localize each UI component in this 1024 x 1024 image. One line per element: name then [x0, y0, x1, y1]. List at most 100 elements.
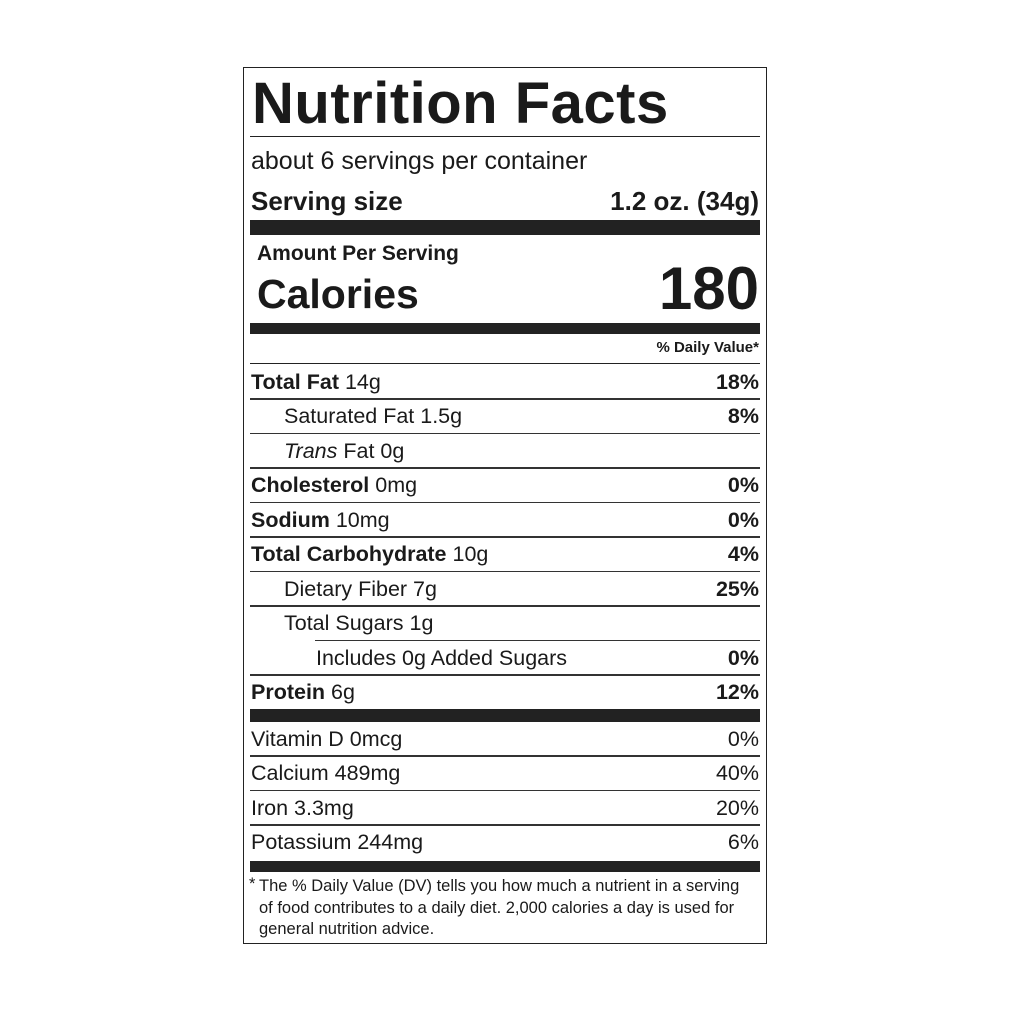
footnote-star: * — [249, 875, 256, 893]
divider-thick — [250, 220, 760, 235]
nutrient-row: Trans Fat 0g — [250, 434, 760, 469]
nutrient-row: Total Fat 14g 18% — [250, 365, 760, 400]
nutrient-name: Protein 6g — [250, 680, 355, 705]
vitamin-label: Potassium — [251, 830, 352, 855]
nutrient-daily-value: 0% — [727, 507, 759, 532]
nutrient-name: Saturated Fat 1.5g — [250, 404, 462, 429]
nutrient-label: Includes 0g Added Sugars — [316, 645, 568, 670]
nutrient-amount: 6g — [325, 680, 355, 705]
nutrient-name: Total Sugars 1g — [250, 611, 433, 636]
divider-thick — [250, 861, 760, 872]
vitamin-name: Potassium 244mg — [250, 830, 423, 855]
nutrient-label-italic: Trans — [284, 438, 338, 463]
nutrient-name: Includes 0g Added Sugars — [250, 646, 567, 671]
nutrient-name: Cholesterol 0mg — [250, 473, 417, 498]
nutrient-row: Total Carbohydrate 10g 4% — [250, 538, 760, 572]
nutrient-name: Total Carbohydrate 10g — [250, 542, 488, 567]
row-divider — [315, 639, 760, 641]
nutrient-label: Total Fat — [251, 369, 339, 394]
nutrient-amount: 0g — [374, 438, 405, 463]
nutrient-label: Total Sugars — [284, 611, 404, 636]
nutrient-name: Sodium 10mg — [250, 508, 390, 533]
nutrient-name: Total Fat 14g — [250, 370, 381, 395]
nutrient-name: Trans Fat 0g — [250, 439, 404, 464]
nutrient-label: Saturated Fat — [284, 404, 415, 429]
footnote-text: The % Daily Value (DV) tells you how muc… — [259, 877, 740, 938]
calories-label: Calories — [257, 271, 419, 317]
vitamin-daily-value: 20% — [715, 795, 759, 820]
calories-value: 180 — [658, 255, 759, 322]
row-divider — [250, 674, 760, 676]
serving-size-label: Serving size — [251, 186, 403, 216]
nutrient-row: Includes 0g Added Sugars 0% — [250, 641, 760, 676]
vitamin-row: Calcium 489mg 40% — [250, 757, 760, 791]
nutrient-amount: 7g — [407, 576, 437, 601]
vitamin-label: Vitamin D — [251, 726, 344, 751]
nutrient-row: Dietary Fiber 7g 25% — [250, 572, 760, 607]
vitamin-name: Calcium 489mg — [250, 761, 400, 786]
row-divider — [250, 501, 760, 503]
nutrient-daily-value: 25% — [715, 576, 759, 601]
nutrient-daily-value: 0% — [727, 645, 759, 670]
nutrient-row: Sodium 10mg 0% — [250, 503, 760, 538]
nutrient-label: Total Carbohydrate — [251, 542, 447, 567]
vitamin-name: Vitamin D 0mcg — [250, 727, 402, 752]
daily-value-header: % Daily Value* — [656, 339, 759, 356]
nutrient-row: Protein 6g 12% — [250, 676, 760, 711]
nutrient-label: Sodium — [251, 507, 330, 532]
vitamin-amount: 0mcg — [343, 726, 403, 751]
label-title: Nutrition Facts — [252, 71, 669, 136]
nutrient-daily-value: 18% — [715, 369, 759, 394]
nutrient-amount: 1g — [403, 611, 434, 636]
divider-thin — [250, 136, 760, 138]
row-divider — [250, 432, 760, 434]
row-divider — [250, 570, 760, 572]
row-divider — [250, 398, 760, 400]
nutrition-facts-label: Nutrition Facts about 6 servings per con… — [243, 67, 767, 944]
nutrient-daily-value: 4% — [727, 542, 759, 567]
nutrient-label: Dietary Fiber — [284, 576, 408, 601]
divider-thick — [250, 709, 760, 722]
vitamin-amount: 489mg — [328, 761, 401, 786]
divider-thick — [250, 323, 760, 334]
serving-size-row: Serving size 1.2 oz. (34g) — [251, 186, 759, 216]
row-divider — [250, 755, 760, 757]
vitamin-label: Calcium — [251, 761, 329, 786]
serving-size-value: 1.2 oz. (34g) — [610, 186, 759, 216]
nutrient-label: Protein — [251, 680, 326, 705]
nutrient-label: Cholesterol — [251, 473, 370, 498]
divider-thin — [250, 363, 760, 365]
vitamin-daily-value: 0% — [727, 726, 759, 751]
footnote: * The % Daily Value (DV) tells you how m… — [249, 875, 756, 941]
vitamin-amount: 3.3mg — [288, 795, 354, 820]
nutrient-row: Cholesterol 0mg 0% — [250, 469, 760, 503]
servings-per-container: about 6 servings per container — [251, 147, 588, 175]
vitamin-amount: 244mg — [351, 830, 424, 855]
vitamin-daily-value: 40% — [715, 761, 759, 786]
nutrient-row: Total Sugars 1g — [250, 607, 760, 641]
nutrient-amount: 10g — [446, 542, 489, 567]
nutrient-row: Saturated Fat 1.5g 8% — [250, 400, 760, 434]
nutrient-name: Dietary Fiber 7g — [250, 577, 437, 602]
amount-per-serving: Amount Per Serving — [257, 242, 459, 265]
row-divider — [250, 467, 760, 469]
calories-row: Calories 180 — [257, 258, 759, 320]
nutrient-amount: 10mg — [329, 507, 390, 532]
row-divider — [250, 605, 760, 607]
row-divider — [250, 824, 760, 826]
vitamin-label: Iron — [251, 795, 289, 820]
vitamin-daily-value: 6% — [727, 830, 759, 855]
nutrient-amount: 14g — [338, 369, 381, 394]
nutrient-amount: 1.5g — [414, 404, 463, 429]
row-divider — [250, 536, 760, 538]
vitamin-row: Iron 3.3mg 20% — [250, 791, 760, 826]
nutrient-label: Fat — [337, 438, 375, 463]
nutrient-amount: 0mg — [369, 473, 418, 498]
nutrient-daily-value: 12% — [715, 680, 759, 705]
vitamin-row: Potassium 244mg 6% — [250, 826, 760, 861]
row-divider — [250, 789, 760, 791]
nutrient-daily-value: 0% — [727, 473, 759, 498]
vitamin-name: Iron 3.3mg — [250, 796, 354, 821]
nutrient-daily-value: 8% — [727, 404, 759, 429]
vitamin-row: Vitamin D 0mcg 0% — [250, 722, 760, 757]
